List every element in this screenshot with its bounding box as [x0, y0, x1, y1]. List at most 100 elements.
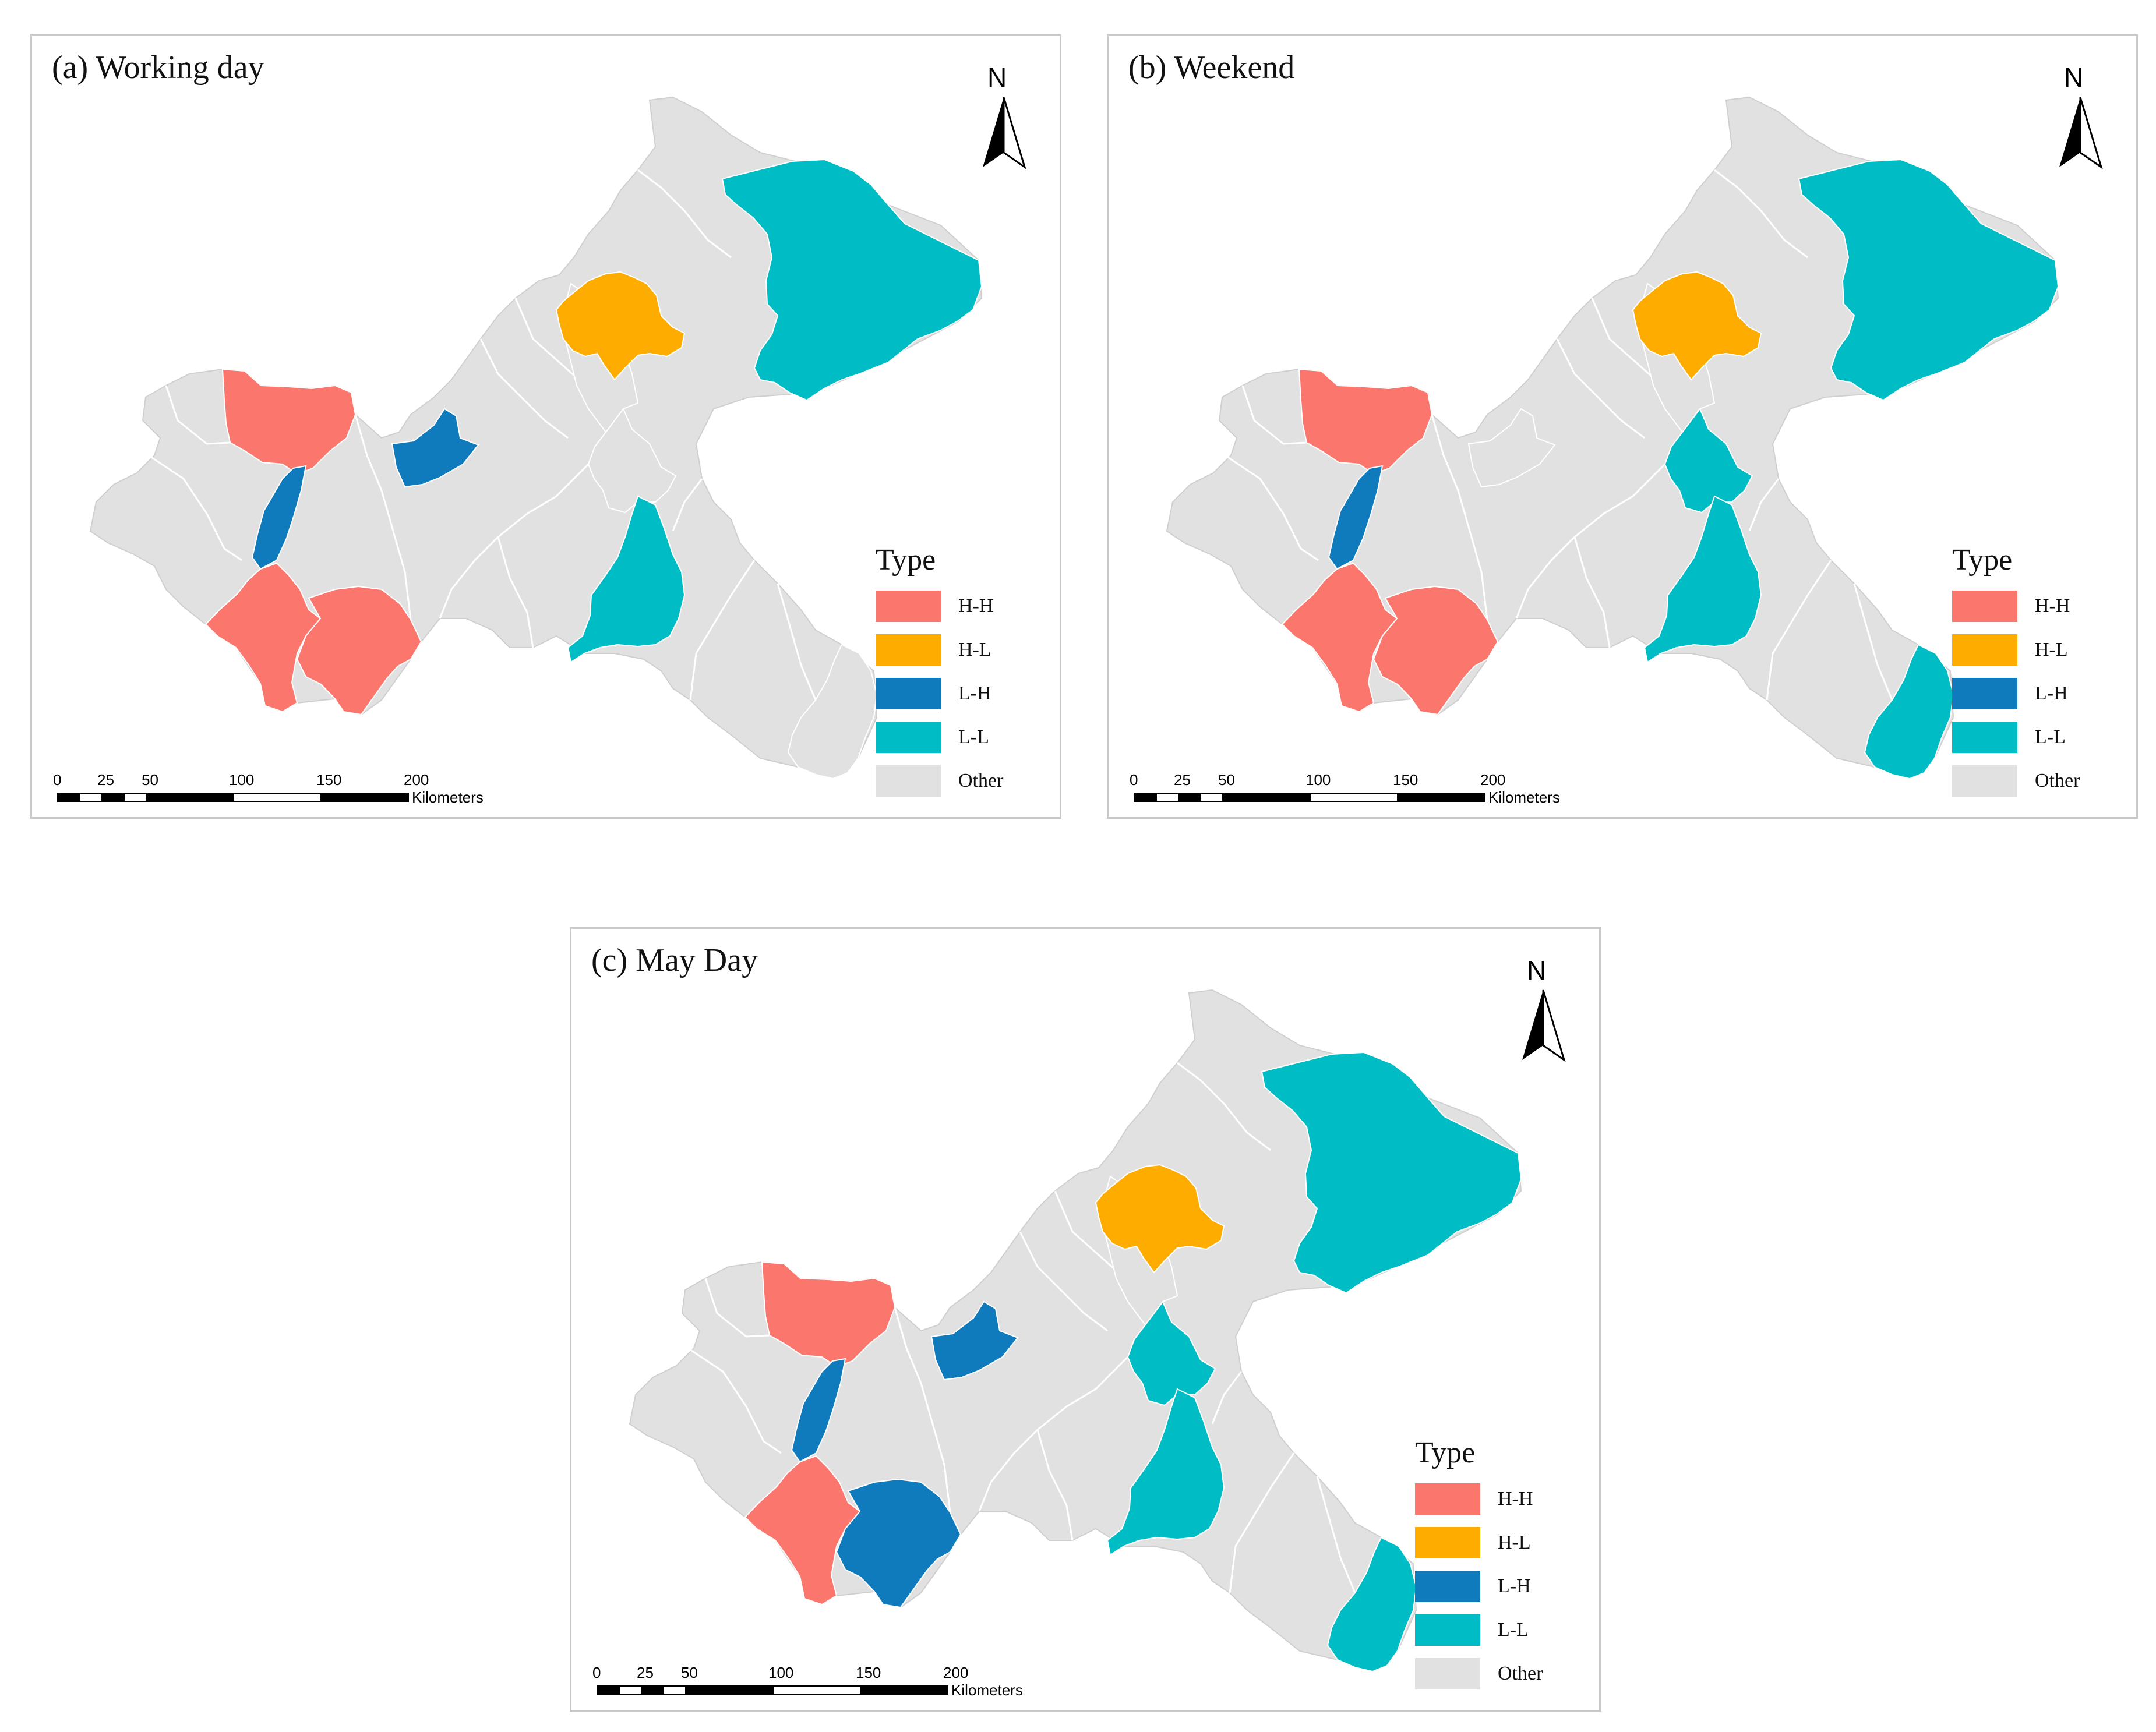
- legend-item-l-h: L-H: [1415, 1564, 1590, 1608]
- region-central-east-a: [1664, 408, 1753, 514]
- legend-label: H-H: [958, 595, 994, 617]
- scale-tick-label: 200: [943, 1664, 969, 1681]
- legend: Type H-H H-L L-H L-L Other: [876, 543, 1050, 803]
- district-border: [1177, 1062, 1271, 1151]
- legend-label: L-L: [958, 726, 989, 748]
- legend-item-h-h: H-H: [1415, 1477, 1590, 1521]
- district-border: [1556, 338, 1645, 439]
- legend-item-h-l: H-L: [1415, 1521, 1590, 1564]
- scale-tick-label: 100: [768, 1664, 794, 1681]
- region-central-lake: [791, 1358, 846, 1463]
- legend-label: H-H: [2035, 595, 2070, 617]
- legend-swatch: [1952, 677, 2017, 709]
- legend: Type H-H H-L L-H L-L Other: [1952, 543, 2127, 803]
- region-southwest-core: [204, 562, 322, 713]
- region-northeast-far: [1798, 158, 2059, 401]
- legend-swatch: [1952, 721, 2017, 753]
- district-border: [479, 338, 569, 439]
- district-border: [1211, 1371, 1243, 1425]
- legend-swatch: [1415, 1614, 1480, 1646]
- scale-unit-label: Kilometers: [1488, 789, 1560, 806]
- scale-tick-label: 0: [1130, 771, 1138, 789]
- region-southwest-east: [1372, 585, 1499, 716]
- legend-label: L-L: [2035, 726, 2066, 748]
- legend-item-h-h: H-H: [876, 584, 1050, 628]
- district-border: [354, 414, 412, 620]
- region-central-lake: [1328, 465, 1384, 570]
- scale-bar: [597, 1685, 948, 1695]
- district-border: [1019, 1231, 1108, 1332]
- region-northeast-far: [1261, 1051, 1522, 1294]
- legend-item-other: Other: [1415, 1652, 1590, 1695]
- district-border: [497, 536, 534, 648]
- scale-tick-label: 100: [1305, 771, 1331, 789]
- legend-rows: H-H H-L L-H L-L Other: [876, 584, 1050, 803]
- scale-tick-label: 150: [856, 1664, 881, 1681]
- legend-swatch: [1952, 765, 2017, 797]
- legend-item-h-h: H-H: [1952, 584, 2127, 628]
- map-svg: [57, 96, 1026, 802]
- legend-item-l-l: L-L: [876, 715, 1050, 759]
- scale-tick-label: 100: [229, 771, 255, 789]
- scale-tick-label: 150: [1393, 771, 1418, 789]
- north-arrow-icon: [1522, 989, 1566, 1062]
- legend-item-h-l: H-L: [1952, 628, 2127, 671]
- scale-tick-label: 50: [681, 1664, 698, 1681]
- region-northeast-far: [721, 158, 983, 401]
- north-arrow-label: N: [1527, 955, 1547, 985]
- map-panel-weekend: (b) Weekend N Type H-H H-L L-H L-L Other 0 25…: [1107, 34, 2138, 819]
- district-border: [1241, 385, 1307, 445]
- legend-swatch: [876, 590, 941, 622]
- scale-tick-label: 50: [1218, 771, 1235, 789]
- panel-title: (a) Working day: [52, 50, 264, 86]
- legend-label: Other: [2035, 769, 2080, 791]
- district-border: [1573, 536, 1611, 648]
- region-southeast-upper: [567, 495, 686, 663]
- map-svg: [1134, 96, 2103, 802]
- scale-tick-label: 25: [1174, 771, 1191, 789]
- legend-label: H-L: [2035, 638, 2068, 660]
- region-central-north-link: [930, 1300, 1019, 1381]
- district-border: [1225, 454, 1319, 561]
- scale-tick-label: 200: [1480, 771, 1506, 789]
- region-central-lake: [251, 465, 307, 570]
- legend-swatch: [876, 677, 941, 709]
- scale-tick-label: 0: [592, 1664, 601, 1681]
- district-border: [672, 478, 703, 532]
- north-arrow-label: N: [987, 62, 1007, 93]
- district-border: [704, 1278, 770, 1338]
- region-northeast-middle: [555, 271, 686, 381]
- legend-item-l-h: L-H: [876, 671, 1050, 715]
- district-border: [1766, 560, 1832, 701]
- district-border: [1036, 1429, 1074, 1541]
- legend-label: L-H: [1498, 1575, 1531, 1597]
- legend-label: L-L: [1498, 1618, 1529, 1641]
- region-southwest-core: [1281, 562, 1398, 713]
- region-central-east-a: [587, 408, 677, 514]
- scale-tick-label: 25: [97, 771, 114, 789]
- legend-title: Type: [1415, 1436, 1476, 1469]
- legend-swatch: [1415, 1483, 1480, 1515]
- legend-item-l-l: L-L: [1952, 715, 2127, 759]
- legend-rows: H-H H-L L-H L-L Other: [1952, 584, 2127, 803]
- district-border: [777, 583, 817, 701]
- scale-unit-label: Kilometers: [412, 789, 484, 806]
- legend-label: H-H: [1498, 1487, 1533, 1510]
- legend-item-l-h: L-H: [1952, 671, 2127, 715]
- legend-label: Other: [958, 769, 1004, 791]
- region-northeast-middle: [1632, 271, 1762, 381]
- legend-item-other: Other: [1952, 759, 2127, 803]
- region-southwest-east: [835, 1478, 962, 1609]
- scale-tick-label: 25: [637, 1664, 654, 1681]
- legend-swatch: [1952, 634, 2017, 666]
- region-northwest-core: [761, 1261, 896, 1368]
- district-border: [1714, 169, 1808, 259]
- scale-bar: [1134, 793, 1485, 802]
- legend-swatch: [1415, 1526, 1480, 1558]
- map-svg: [597, 989, 1566, 1695]
- north-arrow-icon: [2059, 97, 2103, 169]
- legend-label: H-L: [958, 638, 991, 660]
- district-border: [1591, 298, 1663, 387]
- north-arrow-label: N: [2064, 62, 2084, 93]
- scale-tick-label: 50: [142, 771, 158, 789]
